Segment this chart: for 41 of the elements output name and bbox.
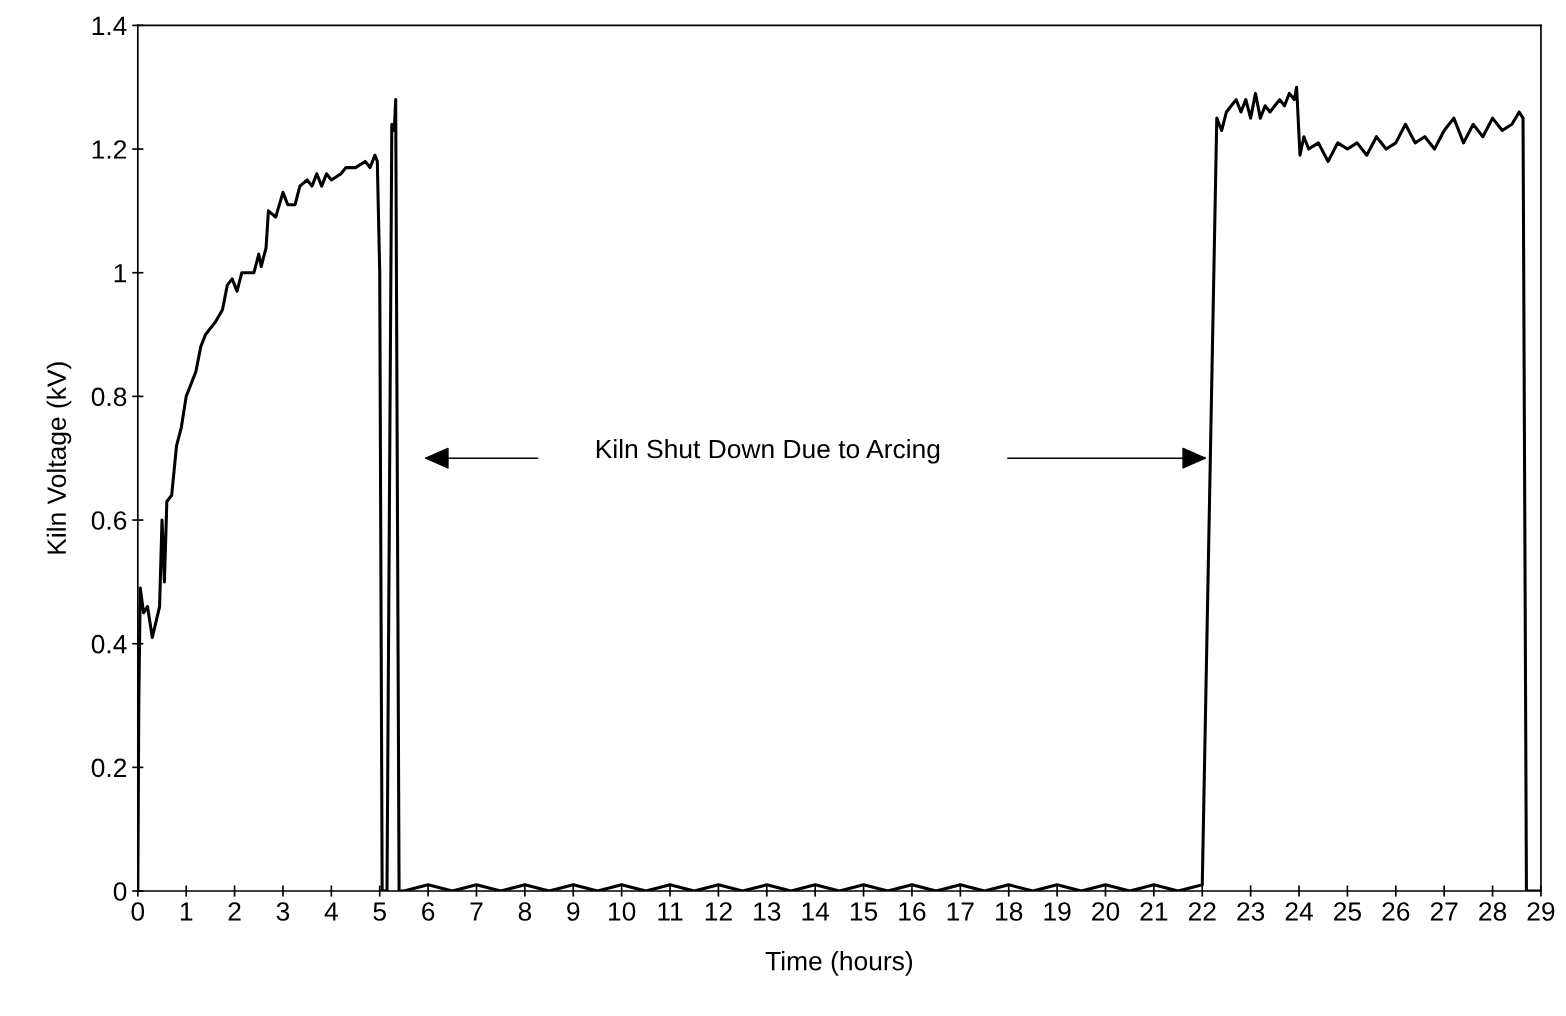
- x-tick-label: 15: [850, 902, 878, 921]
- x-tick-label: 25: [1334, 902, 1361, 921]
- x-tick-label: 4: [324, 902, 338, 921]
- x-axis-title: Time (hours): [765, 951, 913, 976]
- x-tick-label: 26: [1382, 902, 1410, 921]
- x-tick-label: 27: [1430, 902, 1458, 921]
- y-tick-label: 0: [113, 882, 127, 901]
- x-tick-label: 29: [1527, 902, 1555, 921]
- y-tick-label: 1.2: [92, 140, 127, 159]
- x-tick-label: 1: [180, 902, 193, 921]
- x-tick-label: 24: [1285, 902, 1313, 921]
- y-tick-label: 1: [114, 264, 127, 283]
- x-tick-label: 12: [705, 902, 732, 921]
- x-tick-label: 17: [947, 902, 974, 921]
- annotation: Kiln Shut Down Due to Arcing: [596, 438, 940, 464]
- x-tick-label: 21: [1140, 902, 1168, 921]
- x-tick-label: 20: [1092, 902, 1120, 921]
- x-tick-label: 23: [1237, 902, 1265, 921]
- x-tick-label: 6: [422, 902, 435, 921]
- x-tick-label: 7: [470, 902, 483, 921]
- x-tick-label: 2: [228, 902, 241, 921]
- x-tick-label: 11: [658, 902, 683, 921]
- y-tick-label: 0.6: [91, 511, 127, 530]
- x-tick-label: 0: [131, 902, 145, 921]
- x-tick-label: 16: [899, 902, 926, 921]
- x-tick-label: 19: [1044, 902, 1071, 921]
- y-tick-label: 0.8: [91, 387, 127, 407]
- x-tick-label: 18: [996, 902, 1023, 921]
- y-tick-label: 0.2: [91, 758, 127, 778]
- x-tick-label: 10: [608, 902, 636, 921]
- x-tick-label: 9: [567, 902, 580, 921]
- x-tick-label: 13: [754, 902, 781, 921]
- x-tick-label: 8: [518, 902, 532, 921]
- x-tick-label: 3: [276, 902, 290, 921]
- y-tick-label: 1.4: [92, 16, 127, 35]
- x-tick-label: 5: [373, 902, 386, 921]
- x-tick-label: 28: [1479, 902, 1507, 921]
- x-tick-label: 14: [802, 902, 830, 921]
- y-tick-label: 0.4: [91, 634, 127, 654]
- y-axis-title: Kiln Voltage (kV): [46, 362, 72, 554]
- x-tick-label: 22: [1188, 902, 1216, 921]
